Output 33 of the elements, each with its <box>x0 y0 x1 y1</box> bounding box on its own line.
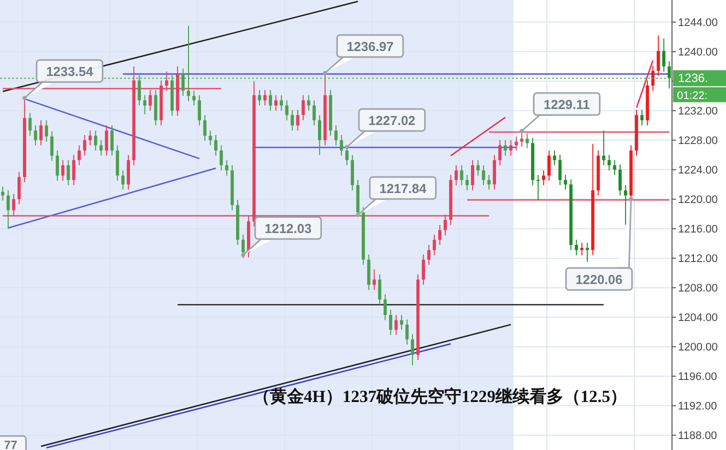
annotation: 1227.02 <box>368 113 416 128</box>
y-tick-label: 1228.00 <box>678 135 718 148</box>
annotation: 1212.03 <box>264 221 312 236</box>
y-tick-label: 1200.00 <box>678 342 718 354</box>
title: （黄金4H）1237破位先空守1229继续看多（12.5） <box>252 387 628 406</box>
y-tick-label: 1232.00 <box>678 106 718 118</box>
y-tick-label: 1204.00 <box>678 312 718 324</box>
y-tick-label: 1220.00 <box>678 194 718 206</box>
annotation: 1236.97 <box>346 39 394 54</box>
annotation: 1212.03 <box>241 216 322 257</box>
annotation: 1229.11 <box>544 97 590 112</box>
y-tick-label: 1192.00 <box>678 400 717 413</box>
annotation: 77 <box>4 438 18 450</box>
annotation: 1220.06 <box>565 197 634 291</box>
annotation: 1227.02 <box>344 108 426 149</box>
annotation: 1217.84 <box>356 176 437 217</box>
y-tick-label: 1224.00 <box>678 164 718 177</box>
y-tick-label: 1188.00 <box>678 430 717 442</box>
y-tick-label: 1212.00 <box>678 253 718 266</box>
y-tick-label: 1216.00 <box>678 224 718 236</box>
annotation: 77 <box>0 435 27 450</box>
y-tick-label: 1240.00 <box>678 46 718 59</box>
y-tick-label: 1196.00 <box>678 371 717 384</box>
annotation: 1233.54 <box>22 59 104 100</box>
annotation: 1233.54 <box>46 64 94 79</box>
annotation: 1220.06 <box>576 272 623 287</box>
annotation: 1217.84 <box>379 181 428 196</box>
ref-line-label: 1236. <box>678 71 708 86</box>
annotation: 1229.11 <box>520 92 600 133</box>
annotation: 1236.97 <box>323 34 404 75</box>
y-tick-label: 1208.00 <box>678 282 718 295</box>
y-tick-label: 1244.00 <box>678 17 718 30</box>
annotation: 01:22: <box>673 87 726 102</box>
